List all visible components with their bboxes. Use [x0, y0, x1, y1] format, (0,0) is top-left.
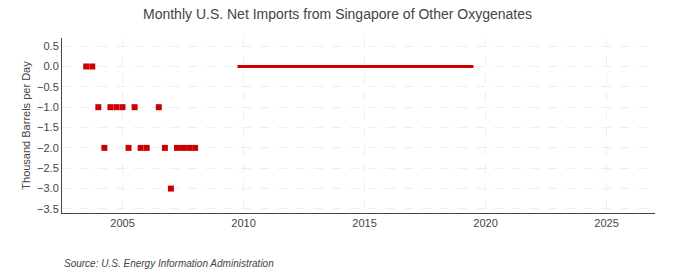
svg-text:2005: 2005: [110, 217, 134, 229]
svg-text:−2.5: −2.5: [37, 162, 59, 174]
svg-text:−0.5: −0.5: [37, 81, 59, 93]
svg-text:−2.0: −2.0: [37, 142, 59, 154]
svg-text:Monthly U.S. Net Imports from: Monthly U.S. Net Imports from Singapore …: [143, 6, 532, 22]
svg-text:2015: 2015: [352, 217, 376, 229]
svg-text:2010: 2010: [231, 217, 255, 229]
svg-text:Source: U.S. Energy Informatio: Source: U.S. Energy Information Administ…: [64, 258, 274, 269]
svg-text:−3.0: −3.0: [37, 182, 59, 194]
svg-text:0.5: 0.5: [44, 40, 59, 52]
svg-text:0.0: 0.0: [44, 60, 59, 72]
svg-text:Thousand Barrels per Day: Thousand Barrels per Day: [20, 61, 32, 190]
svg-text:2020: 2020: [473, 217, 497, 229]
svg-text:−3.5: −3.5: [37, 203, 59, 215]
svg-text:−1.5: −1.5: [37, 121, 59, 133]
svg-text:2025: 2025: [594, 217, 618, 229]
svg-text:−1.0: −1.0: [37, 101, 59, 113]
